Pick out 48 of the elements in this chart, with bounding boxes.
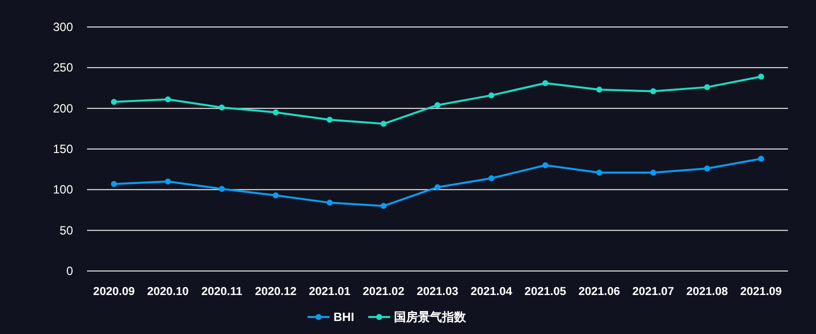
point — [110, 180, 117, 187]
point — [758, 74, 764, 80]
point — [488, 92, 494, 98]
point — [110, 98, 117, 105]
x-tick-label: 2020.12 — [254, 286, 297, 298]
x-tick-label: 2020.10 — [147, 286, 189, 298]
point — [758, 156, 764, 162]
point — [650, 170, 656, 176]
x-tick-label: 2021.04 — [470, 286, 513, 298]
y-tick-label: 0 — [66, 264, 74, 278]
point — [380, 202, 387, 209]
x-tick-label: 2021.07 — [632, 286, 674, 298]
x-tick-label: 2021.08 — [686, 286, 728, 298]
point — [326, 116, 333, 123]
x-tick-label: 2021.06 — [578, 286, 620, 298]
x-tick-label: 2021.02 — [362, 286, 404, 298]
point — [380, 120, 387, 127]
point — [326, 200, 333, 206]
point — [272, 109, 279, 116]
point — [272, 192, 279, 198]
x-tick-label: 2020.09 — [93, 286, 135, 298]
y-tick-label: 150 — [52, 142, 74, 156]
point — [704, 166, 710, 172]
legend-label: BHI — [334, 310, 354, 324]
y-tick-label: 50 — [60, 223, 74, 238]
point — [596, 86, 602, 93]
x-tick-label: 2021.03 — [416, 286, 458, 298]
y-tick-label: 100 — [52, 182, 74, 197]
y-tick-label: 200 — [52, 101, 74, 116]
point — [596, 170, 602, 176]
x-tick-label: 2021.09 — [740, 286, 782, 298]
point — [542, 162, 548, 168]
legend-label: 国房景气指数 — [394, 310, 468, 324]
point — [164, 96, 171, 102]
point — [218, 104, 225, 111]
point — [434, 184, 440, 190]
point — [218, 186, 225, 192]
point — [650, 88, 656, 94]
point — [488, 175, 494, 182]
point — [164, 178, 171, 185]
point — [434, 102, 440, 108]
y-tick-label: 250 — [52, 60, 74, 75]
point — [704, 84, 710, 90]
x-tick-label: 2020.11 — [201, 286, 243, 298]
x-tick-label: 2021.05 — [524, 286, 567, 298]
x-tick-label: 2021.01 — [308, 286, 352, 298]
y-tick-label: 300 — [52, 20, 74, 34]
point — [542, 80, 548, 86]
